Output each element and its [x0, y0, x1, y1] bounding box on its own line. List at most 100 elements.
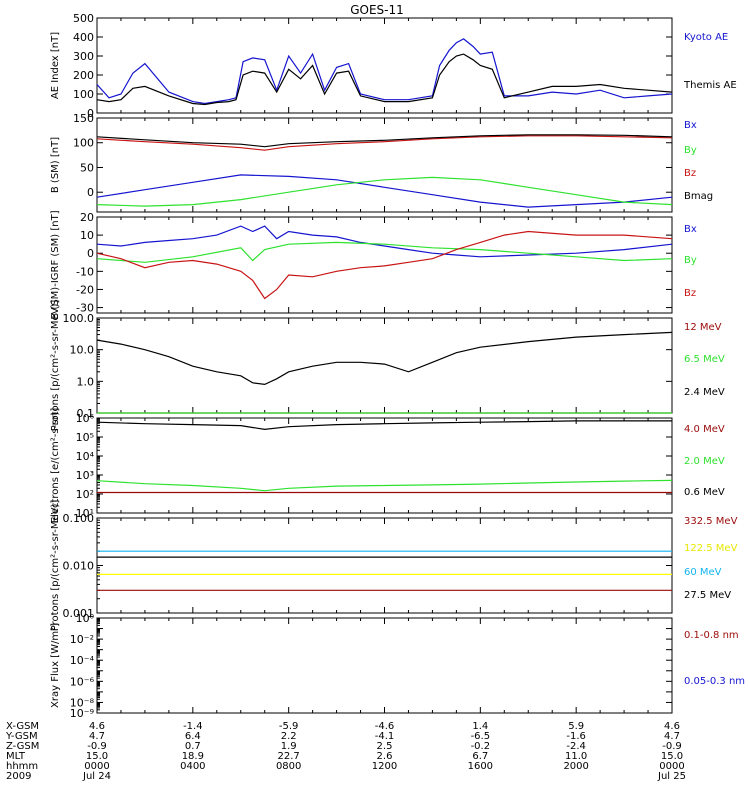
legend-entry-xray-1: 0.05-0.3 nm — [684, 676, 745, 687]
y-tick-label-bdiff: 20 — [80, 211, 94, 224]
ephemeris-value: 1200 — [372, 761, 397, 772]
ephemeris-value: Jul 25 — [657, 771, 686, 782]
y-axis-label-protons_low: Protons [p/(cm²-s-sr-MeV)] — [50, 300, 61, 432]
ephemeris-value: -1.6 — [566, 731, 586, 742]
legend-entry-protons_low-2: 2.4 MeV — [684, 387, 725, 398]
series-line-ae-0 — [96, 38, 673, 105]
y-tick-label-protons_high: 0.010 — [63, 560, 95, 573]
legend-entry-protons_high-3: 27.5 MeV — [684, 590, 731, 601]
y-tick-label-ae: 0 — [87, 107, 94, 120]
y-tick-label-electrons: 10⁵ — [76, 431, 94, 444]
ephemeris-value: 1600 — [468, 761, 493, 772]
ephemeris-row-label: Z-GSM — [6, 741, 39, 752]
y-tick-label-xray: 10⁻² — [70, 633, 94, 646]
legend-entry-electrons-2: 0.6 MeV — [684, 487, 725, 498]
y-tick-label-ae: 300 — [73, 50, 94, 63]
ephemeris-value: 22.7 — [278, 751, 300, 762]
y-tick-label-electrons: 10⁶ — [76, 412, 95, 425]
y-tick-label-bdiff: -20 — [76, 283, 94, 296]
y-tick-label-bdiff: 10 — [80, 229, 94, 242]
ephemeris-value: 4.7 — [89, 731, 105, 742]
y-tick-label-xray: 10⁻⁹ — [70, 707, 94, 720]
legend-entry-ae-1: Themis AE — [683, 80, 737, 91]
ephemeris-value: 2.6 — [377, 751, 393, 762]
legend-entry-ae-0: Kyoto AE — [684, 32, 728, 43]
ephemeris-value: 0000 — [659, 761, 684, 772]
legend-entry-electrons-0: 4.0 MeV — [684, 424, 725, 435]
series-line-bdiff-1 — [96, 241, 673, 263]
panel-frame-ae — [96, 17, 673, 114]
series-line-bdiff-0 — [96, 225, 673, 258]
panel-frame-electrons — [96, 417, 673, 514]
y-tick-label-bdiff: -10 — [76, 265, 94, 278]
ephemeris-row-label: 2009 — [6, 771, 31, 782]
ephemeris-value: -5.9 — [279, 721, 299, 732]
chart-title: GOES-11 — [350, 3, 404, 17]
y-tick-label-xray: 10⁰ — [76, 612, 95, 625]
series-line-bgsm-0 — [96, 174, 673, 208]
ephemeris-value: -0.2 — [471, 741, 491, 752]
ephemeris-value: 0.7 — [185, 741, 201, 752]
ephemeris-value: 0800 — [276, 761, 301, 772]
y-tick-label-bgsm: 50 — [80, 161, 94, 174]
y-tick-label-protons_low: 1.0 — [77, 375, 95, 388]
panel-frame-protons_low — [96, 317, 673, 414]
series-line-electrons-2 — [96, 420, 672, 431]
y-axis-label-bdiff: B (SM)-IGRF (SM) [nT] — [50, 210, 61, 319]
y-tick-label-electrons: 10⁴ — [76, 450, 95, 463]
ephemeris-value: 18.9 — [182, 751, 204, 762]
y-tick-label-ae: 100 — [73, 88, 94, 101]
ephemeris-value: -2.4 — [566, 741, 586, 752]
y-tick-label-electrons: 10¹ — [76, 507, 94, 520]
y-axis-label-xray: Xray Flux [W/m²] — [50, 623, 61, 708]
y-axis-label-ae: AE Index [nT] — [50, 32, 61, 99]
ephemeris-value: -4.6 — [375, 721, 395, 732]
ephemeris-value: 2.2 — [281, 731, 297, 742]
y-tick-label-protons_high: 0.001 — [63, 607, 95, 620]
y-tick-label-bgsm: 150 — [73, 112, 94, 125]
y-axis-label-bgsm: B (SM) [nT] — [50, 137, 61, 193]
ephemeris-value: -0.9 — [87, 741, 107, 752]
legend-entry-bgsm-0: Bx — [684, 120, 697, 131]
legend-entry-xray-0: 0.1-0.8 nm — [684, 630, 739, 641]
y-tick-label-bgsm: 100 — [73, 137, 94, 150]
ephemeris-value: 5.9 — [568, 721, 584, 732]
legend-entry-bdiff-2: Bz — [684, 288, 696, 299]
series-line-bgsm-1 — [96, 176, 673, 207]
panel-frame-protons_high — [96, 517, 673, 614]
legend-entry-electrons-1: 2.0 MeV — [684, 456, 725, 467]
y-tick-label-electrons: 10³ — [76, 469, 94, 482]
ephemeris-value: 2000 — [563, 761, 588, 772]
series-line-ae-1 — [96, 53, 673, 106]
y-tick-label-bgsm: 0 — [87, 186, 94, 199]
y-tick-label-electrons: 10² — [76, 488, 94, 501]
ephemeris-value: 6.4 — [185, 731, 201, 742]
y-tick-label-protons_low: 100.0 — [63, 312, 95, 325]
panel-frame-bdiff — [96, 216, 673, 314]
y-axis-label-electrons: Electrons [e/(cm²-s-sr)] — [50, 408, 61, 524]
y-tick-label-bdiff: 0 — [87, 247, 94, 260]
panel-frame-xray — [96, 617, 673, 714]
ephemeris-value: -4.1 — [375, 731, 395, 742]
ephemeris-value: 15.0 — [661, 751, 683, 762]
panel-frame-bgsm — [96, 117, 673, 213]
ephemeris-value: 0000 — [84, 761, 109, 772]
ephemeris-row-label: X-GSM — [6, 721, 39, 732]
y-tick-label-xray: 10⁻⁶ — [70, 675, 95, 688]
ephemeris-row-label: Y-GSM — [5, 731, 38, 742]
y-tick-label-protons_low: 0.1 — [77, 407, 95, 420]
legend-entry-bdiff-1: By — [684, 255, 697, 266]
ephemeris-value: 15.0 — [86, 751, 108, 762]
series-line-protons_low-2 — [96, 331, 673, 386]
legend-entry-bgsm-1: By — [684, 145, 697, 156]
y-tick-label-ae: 500 — [73, 12, 94, 25]
ephemeris-value: 1.9 — [281, 741, 297, 752]
ephemeris-value: 6.7 — [472, 751, 488, 762]
ephemeris-value: 4.6 — [89, 721, 105, 732]
legend-entry-protons_high-1: 122.5 MeV — [684, 543, 738, 554]
ephemeris-row-label: hhmm — [6, 761, 38, 772]
ephemeris-value: 1.4 — [472, 721, 488, 732]
y-tick-label-xray: 10⁻⁴ — [70, 654, 95, 667]
ephemeris-value: -1.4 — [183, 721, 203, 732]
